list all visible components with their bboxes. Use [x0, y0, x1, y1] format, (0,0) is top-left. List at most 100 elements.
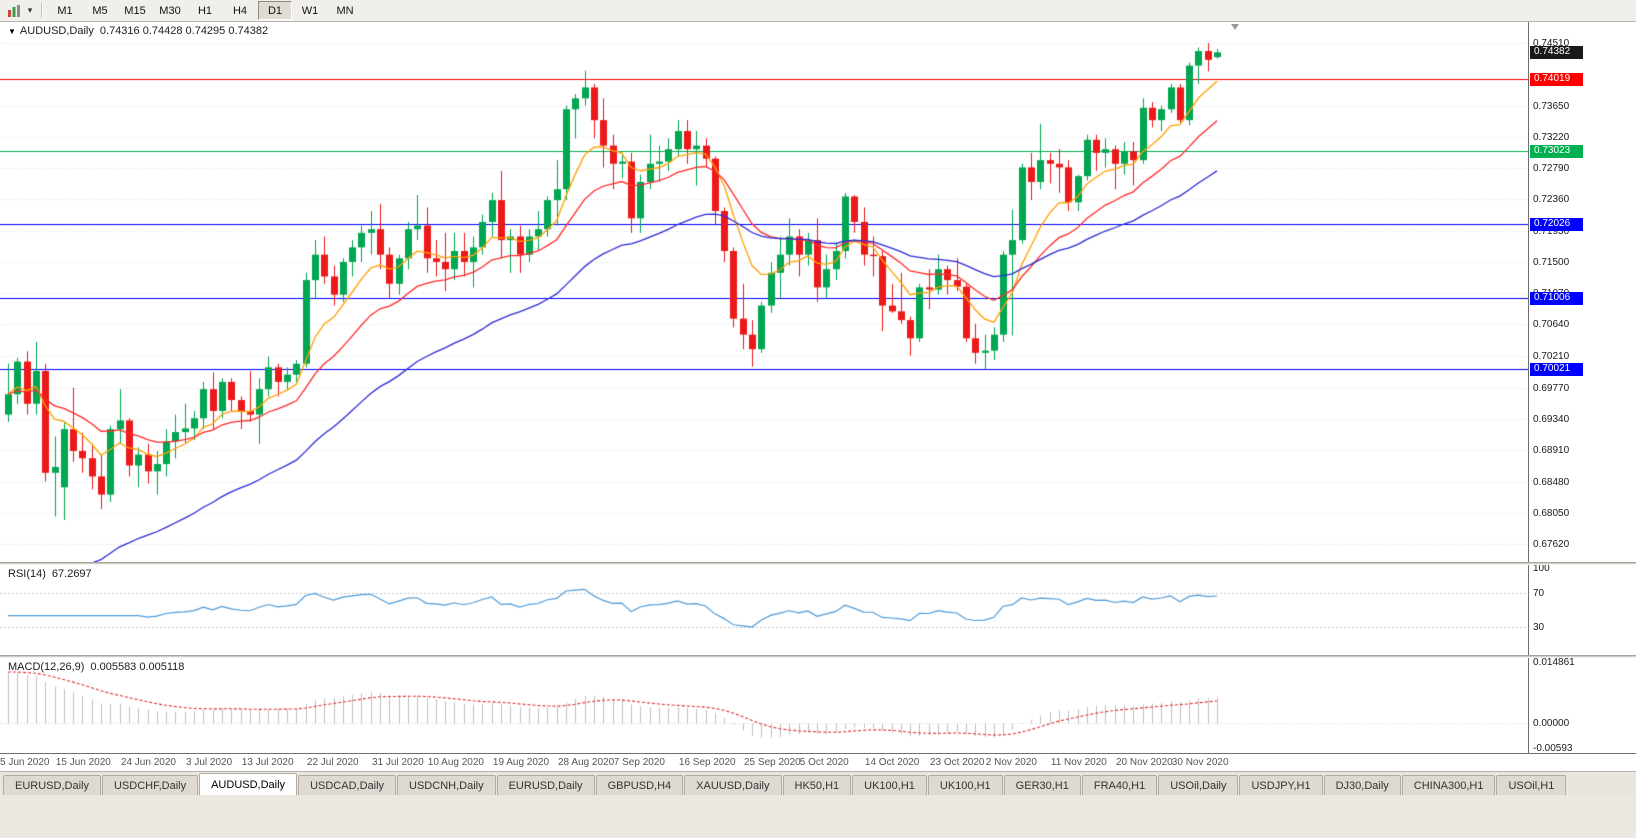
- chart-tab[interactable]: XAUUSD,Daily: [684, 775, 782, 795]
- rsi-axis-tick: 30: [1533, 622, 1545, 633]
- price-axis-tick: 0.71930: [1533, 226, 1570, 237]
- date-axis-label: 5 Jun 2020: [0, 757, 50, 768]
- date-axis-label: 31 Jul 2020: [372, 757, 424, 768]
- chart-window: ▼ AUDUSD,Daily 0.74316 0.74428 0.74295 0.7…: [0, 22, 1636, 771]
- date-axis-label: 30 Nov 2020: [1171, 757, 1229, 768]
- date-axis-label: 11 Nov 2020: [1050, 757, 1107, 768]
- price-axis-tick: 0.72360: [1533, 194, 1570, 205]
- price-axis-tick: 0.68910: [1533, 445, 1570, 456]
- timeframe-button-m5[interactable]: M5: [92, 4, 108, 17]
- date-axis-label: 25 Sep 2020: [744, 757, 801, 768]
- date-axis-label: 10 Aug 2020: [427, 757, 484, 768]
- rsi-axis-tick: 70: [1533, 588, 1545, 599]
- chart-tab[interactable]: UK100,H1: [852, 775, 927, 795]
- timeframe-button-h1[interactable]: H1: [197, 4, 213, 17]
- rsi-current-value: 67.2697: [51, 568, 92, 580]
- timeframe-button-d1[interactable]: D1: [258, 1, 292, 20]
- date-axis-label: 23 Oct 2020: [930, 757, 985, 768]
- rsi-chart-canvas[interactable]: [0, 565, 1528, 655]
- timeframe-button-m30[interactable]: M30: [159, 4, 181, 17]
- date-axis-label: 3 Jul 2020: [186, 757, 233, 768]
- toolbar-separator: [41, 3, 43, 18]
- date-axis-label: 15 Jun 2020: [55, 757, 111, 768]
- macd-axis-tick: 0.014861: [1533, 657, 1575, 668]
- rsi-axis-tick: 100: [1533, 563, 1550, 574]
- chart-tab-bar: EURUSD,Daily USDCHF,Daily AUDUSD,Daily USDC…: [0, 771, 1636, 795]
- timeframe-button-m1[interactable]: M1: [57, 4, 73, 17]
- macd-axis-tick: 0.00000: [1533, 718, 1570, 729]
- chart-symbol-label: AUDUSD,Daily: [19, 25, 94, 37]
- chart-tab[interactable]: HK50,H1: [782, 775, 852, 795]
- chart-tab[interactable]: GBPUSD,H4: [595, 775, 684, 795]
- macd-pane[interactable]: MACD(12,26,9) 0.005583 0.005118: [0, 658, 1528, 753]
- blue-support-line-tag[interactable]: 0.70021: [1530, 363, 1583, 376]
- price-axis-tick: 0.74510: [1533, 38, 1570, 49]
- chart-dropdown-toggle[interactable]: ▼: [8, 27, 16, 36]
- macd-axis-tick: -0.00593: [1533, 743, 1573, 754]
- price-axis-tick: 0.69770: [1533, 383, 1570, 394]
- timeframe-toolbar: ▾ M1 M5 M15 M30 H1 H4 D1 W1 MN: [0, 0, 1636, 22]
- chart-tab[interactable]: EURUSD,Daily: [496, 775, 595, 795]
- price-axis-tick: 0.68480: [1533, 477, 1570, 488]
- date-axis-label: 2 Nov 2020: [985, 757, 1037, 768]
- chart-icon[interactable]: [4, 2, 24, 20]
- macd-title: MACD(12,26,9) 0.005583 0.005118: [8, 661, 184, 673]
- date-axis-label: 7 Sep 2020: [613, 757, 665, 768]
- timeframe-group: M1 M5 M15 M30 H1 H4 D1 W1 MN: [48, 1, 362, 20]
- green-level-line-tag[interactable]: 0.73023: [1530, 145, 1583, 158]
- chart-shift-marker[interactable]: [1231, 24, 1239, 30]
- chart-tab[interactable]: USDCNH,Daily: [397, 775, 496, 795]
- chart-tab[interactable]: CHINA300,H1: [1401, 775, 1496, 795]
- chart-title: ▼ AUDUSD,Daily 0.74316 0.74428 0.74295 0.7…: [8, 25, 268, 37]
- price-axis-tick: 0.73650: [1533, 101, 1570, 112]
- status-strip: [0, 795, 1636, 838]
- price-axis-column[interactable]: 0.74510 0.73650 0.73220 0.72790 0.72360 0.719…: [1528, 22, 1636, 754]
- chart-tab[interactable]: USDJPY,H1: [1239, 775, 1323, 795]
- timeframe-button-m15[interactable]: M15: [124, 4, 146, 17]
- rsi-pane[interactable]: RSI(14) 67.2697: [0, 565, 1528, 655]
- chart-tab[interactable]: UK100,H1: [927, 775, 1003, 795]
- price-axis-tick: 0.70210: [1533, 351, 1570, 362]
- chart-tab[interactable]: AUDUSD,Daily: [199, 773, 298, 795]
- chart-tab[interactable]: USDCHF,Daily: [101, 775, 199, 795]
- date-axis-label: 20 Nov 2020: [1116, 757, 1173, 768]
- date-axis-label: 14 Oct 2020: [864, 757, 920, 768]
- blue-level-line-tag-2[interactable]: 0.71006: [1530, 292, 1583, 305]
- date-axis-label: 16 Sep 2020: [678, 757, 736, 768]
- macd-indicator-label: MACD(12,26,9): [8, 661, 85, 673]
- panel-splitter[interactable]: [0, 562, 1636, 565]
- date-axis-label: 28 Aug 2020: [558, 757, 615, 768]
- timeframe-button-mn[interactable]: MN: [336, 4, 354, 17]
- price-axis-tick: 0.72790: [1533, 163, 1570, 174]
- price-axis-tick: 0.73220: [1533, 132, 1570, 143]
- blue-level-line-tag-1[interactable]: 0.72026: [1530, 218, 1583, 231]
- rsi-indicator-label: RSI(14): [8, 568, 46, 580]
- price-pane[interactable]: ▼ AUDUSD,Daily 0.74316 0.74428 0.74295 0.7…: [0, 22, 1528, 562]
- timeframe-button-w1[interactable]: W1: [301, 4, 319, 17]
- chart-tab[interactable]: EURUSD,Daily: [3, 775, 101, 795]
- dropdown-caret-icon[interactable]: ▾: [27, 5, 33, 15]
- chart-tab[interactable]: USOil,H1: [1496, 775, 1567, 795]
- red-resistance-line-tag[interactable]: 0.74019: [1530, 73, 1583, 86]
- date-axis-label: 19 Aug 2020: [492, 757, 550, 768]
- date-axis-label: 5 Oct 2020: [799, 757, 849, 768]
- price-axis-tick: 0.71500: [1533, 257, 1570, 268]
- chart-tab[interactable]: FRA40,H1: [1081, 775, 1158, 795]
- current-price-tag: 0.74382: [1530, 46, 1583, 59]
- date-axis[interactable]: 5 Jun 2020 15 Jun 2020 24 Jun 2020 3 Jul 20…: [0, 753, 1636, 771]
- rsi-title: RSI(14) 67.2697: [8, 568, 92, 580]
- panel-splitter[interactable]: [0, 655, 1636, 658]
- macd-current-values: 0.005583 0.005118: [90, 661, 185, 673]
- macd-chart-canvas[interactable]: [0, 658, 1528, 753]
- price-chart-canvas[interactable]: [0, 22, 1528, 562]
- price-axis-tick: 0.70640: [1533, 319, 1570, 330]
- chart-tab[interactable]: USOil,Daily: [1158, 775, 1239, 795]
- chart-tab[interactable]: GER30,H1: [1003, 775, 1081, 795]
- price-axis-tick: 0.67620: [1533, 539, 1570, 550]
- timeframe-button-h4[interactable]: H4: [232, 4, 248, 17]
- chart-ohlc-values: 0.74316 0.74428 0.74295 0.74382: [99, 25, 269, 37]
- chart-tab[interactable]: USDCAD,Daily: [298, 775, 397, 795]
- price-axis-tick: 0.68050: [1533, 508, 1570, 519]
- chart-tab[interactable]: DJ30,Daily: [1323, 775, 1401, 795]
- date-axis-label: 13 Jul 2020: [241, 757, 294, 768]
